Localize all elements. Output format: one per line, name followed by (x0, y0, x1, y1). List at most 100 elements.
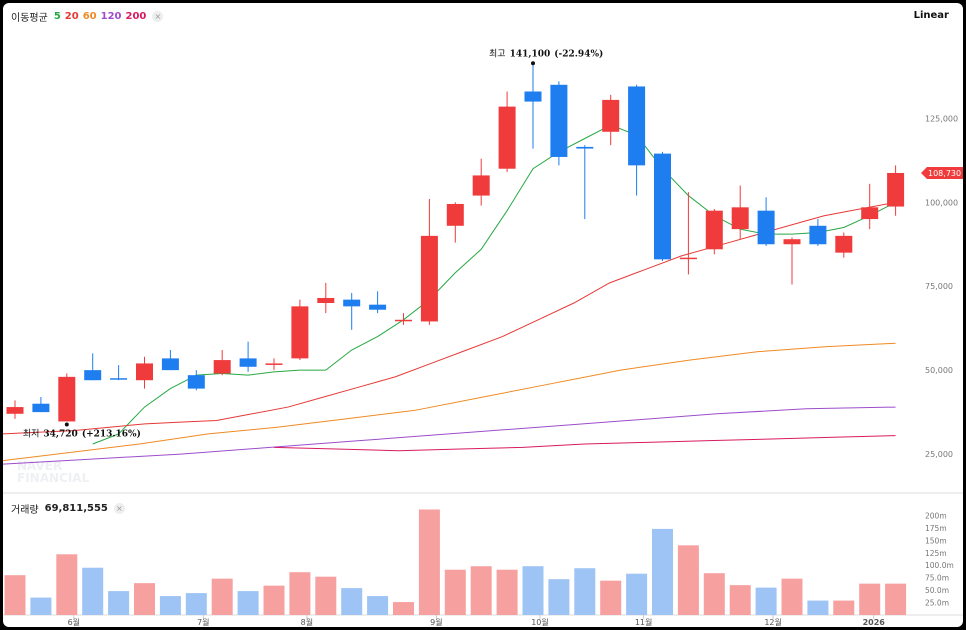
x-tick-label: 2026 (863, 618, 886, 627)
volume-bar (4, 575, 26, 615)
ma-item-200[interactable]: 200 (125, 11, 147, 22)
candle (32, 397, 50, 413)
candle (498, 91, 516, 173)
x-tick-label: 12월 (764, 617, 782, 627)
volume-bar (522, 566, 544, 615)
volume-bar (470, 566, 492, 615)
candle-body (239, 358, 257, 367)
watermark-text: FINANCIAL (17, 471, 90, 485)
candle (654, 151, 671, 262)
volume-bar (677, 545, 699, 615)
low-annotation-pct: (+213.16%) (82, 428, 141, 439)
candle-body (6, 407, 24, 414)
volume-bar (626, 573, 648, 615)
candle-body (395, 319, 412, 322)
volume-tick-label: 125m (925, 549, 947, 558)
low-annotation-label: 최저 (23, 428, 40, 439)
candle-body (265, 363, 283, 365)
last-price-label: 108,730 (928, 169, 961, 178)
candle-body (757, 210, 775, 245)
candle-body (472, 175, 490, 196)
candle-body (213, 360, 231, 374)
low-marker (64, 422, 69, 427)
price-tick-label: 125,000 (925, 114, 958, 123)
candle (628, 84, 646, 196)
candle-body (628, 86, 646, 166)
volume-bar (781, 578, 803, 615)
volume-bar (341, 588, 363, 615)
candle-body (84, 370, 102, 381)
volume-bar (30, 597, 52, 615)
volume-bar (134, 583, 155, 615)
candle (472, 158, 490, 206)
candle-body (705, 210, 723, 250)
volume-bar (56, 554, 78, 615)
volume-tick-label: 175m (925, 524, 947, 533)
candle (84, 353, 102, 381)
volume-bar (496, 569, 518, 615)
volume-bar (211, 578, 233, 615)
candle-body (343, 299, 361, 307)
low-annotation: 최저 34,720 (+213.16%) (23, 428, 141, 439)
low-annotation-value: 34,720 (43, 429, 77, 439)
high-annotation-label: 최고 (489, 48, 506, 59)
candle-body (783, 239, 801, 245)
candle (317, 282, 335, 314)
ma-item-120[interactable]: 120 (100, 11, 122, 22)
x-tick-label: 10월 (531, 617, 549, 627)
ma-line-200 (273, 435, 896, 452)
candle-body (136, 363, 153, 381)
candle (161, 350, 179, 371)
candle (602, 94, 620, 146)
volume-bar (548, 579, 570, 615)
candle-body (654, 153, 671, 260)
volume-bar (289, 572, 311, 615)
volume-bar (444, 569, 466, 615)
candle-body (187, 375, 205, 389)
x-tick-label: 6월 (68, 617, 80, 627)
ma-item-5[interactable]: 5 (53, 11, 61, 22)
candle (757, 197, 775, 246)
candle (679, 192, 697, 275)
price-chart[interactable]: NAVERFINANCIAL25,00050,00075,000100,0001… (3, 3, 963, 627)
volume-bar (237, 591, 259, 615)
scale-toggle-button[interactable]: Linear (913, 10, 949, 21)
close-volume-icon[interactable]: × (113, 503, 125, 514)
candle-body (731, 207, 749, 230)
candle-body (32, 403, 50, 413)
volume-tick-label: 100.0m (925, 561, 954, 570)
volume-bar (807, 600, 829, 615)
candle (861, 183, 879, 230)
candle (291, 299, 309, 361)
ma-line-20 (3, 201, 896, 435)
volume-tick-label: 200m (925, 511, 947, 520)
candle (395, 313, 412, 325)
candle (343, 292, 361, 330)
candle (835, 232, 853, 258)
ma-item-60[interactable]: 60 (82, 11, 97, 22)
volume-bar (729, 585, 751, 615)
candle-body (524, 91, 542, 102)
high-annotation-value: 141,100 (510, 49, 551, 59)
x-tick-label: 7월 (197, 617, 209, 627)
volume-bar (108, 591, 130, 615)
price-tick-label: 100,000 (925, 198, 958, 207)
candle (58, 373, 76, 422)
close-ma-icon[interactable]: × (152, 11, 164, 22)
candle (265, 358, 283, 371)
ma-line-60 (3, 342, 896, 462)
candle-body (369, 304, 387, 310)
moving-average-legend: 이동평균 5 20 60 120 200 × (11, 9, 164, 24)
candle (550, 81, 568, 166)
volume-tick-label: 75.0m (925, 574, 949, 583)
candle-body (498, 106, 516, 169)
candle (446, 202, 464, 243)
volume-bar (833, 600, 855, 615)
ma-item-20[interactable]: 20 (64, 11, 79, 22)
volume-bar (859, 583, 881, 615)
candle-body (887, 172, 905, 207)
last-price-badge (921, 166, 963, 179)
candle (783, 237, 801, 285)
volume-bar (600, 580, 622, 615)
candle-body (576, 146, 594, 149)
